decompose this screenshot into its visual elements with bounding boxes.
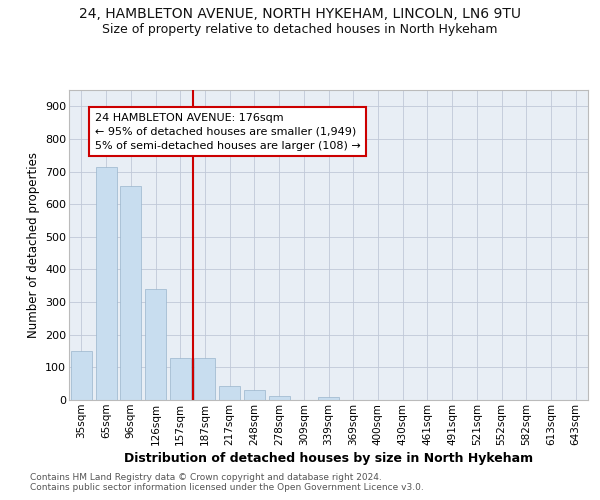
Bar (95, 166, 116, 400)
Y-axis label: Number of detached properties: Number of detached properties (26, 152, 40, 338)
Text: Contains HM Land Registry data © Crown copyright and database right 2024.: Contains HM Land Registry data © Crown c… (30, 472, 382, 482)
Bar (244, 390, 265, 400)
X-axis label: Distribution of detached houses by size in North Hykeham: Distribution of detached houses by size … (124, 452, 533, 465)
Bar (269, 396, 290, 400)
Bar (318, 398, 339, 400)
Bar (219, 386, 240, 400)
Text: Contains public sector information licensed under the Open Government Licence v3: Contains public sector information licen… (30, 484, 424, 492)
Text: 24 HAMBLETON AVENUE: 176sqm
← 95% of detached houses are smaller (1,949)
5% of s: 24 HAMBLETON AVENUE: 176sqm ← 95% of det… (95, 113, 361, 151)
Bar (71, 351, 92, 400)
Bar (194, 358, 215, 400)
Bar (170, 358, 191, 400)
Text: 24, HAMBLETON AVENUE, NORTH HYKEHAM, LINCOLN, LN6 9TU: 24, HAMBLETON AVENUE, NORTH HYKEHAM, LIN… (79, 8, 521, 22)
Bar (120, 186, 141, 400)
Bar (145, 289, 166, 400)
Text: Size of property relative to detached houses in North Hykeham: Size of property relative to detached ho… (102, 22, 498, 36)
